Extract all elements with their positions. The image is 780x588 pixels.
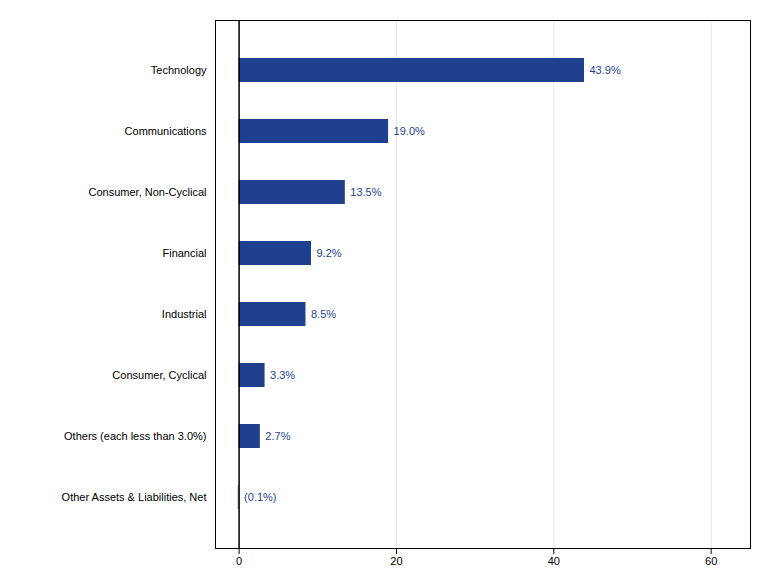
svg-text:Technology: Technology — [151, 64, 207, 76]
svg-text:20: 20 — [390, 555, 402, 567]
svg-text:40: 40 — [548, 555, 560, 567]
svg-text:60: 60 — [705, 555, 717, 567]
svg-text:2.7%: 2.7% — [265, 430, 290, 442]
svg-text:(0.1%): (0.1%) — [244, 491, 276, 503]
svg-text:Communications: Communications — [125, 125, 207, 137]
svg-text:Others (each less than 3.0%): Others (each less than 3.0%) — [64, 430, 206, 442]
svg-text:Other Assets & Liabilities, Ne: Other Assets & Liabilities, Net — [62, 491, 207, 503]
svg-text:Industrial: Industrial — [162, 308, 207, 320]
svg-text:43.9%: 43.9% — [589, 64, 620, 76]
svg-text:Consumer, Cyclical: Consumer, Cyclical — [112, 369, 206, 381]
svg-text:19.0%: 19.0% — [394, 125, 425, 137]
svg-text:3.3%: 3.3% — [270, 369, 295, 381]
svg-text:9.2%: 9.2% — [316, 247, 341, 259]
svg-text:0: 0 — [236, 555, 242, 567]
svg-text:Consumer, Non-Cyclical: Consumer, Non-Cyclical — [89, 186, 207, 198]
svg-text:Financial: Financial — [162, 247, 206, 259]
svg-text:13.5%: 13.5% — [350, 186, 381, 198]
svg-text:8.5%: 8.5% — [311, 308, 336, 320]
